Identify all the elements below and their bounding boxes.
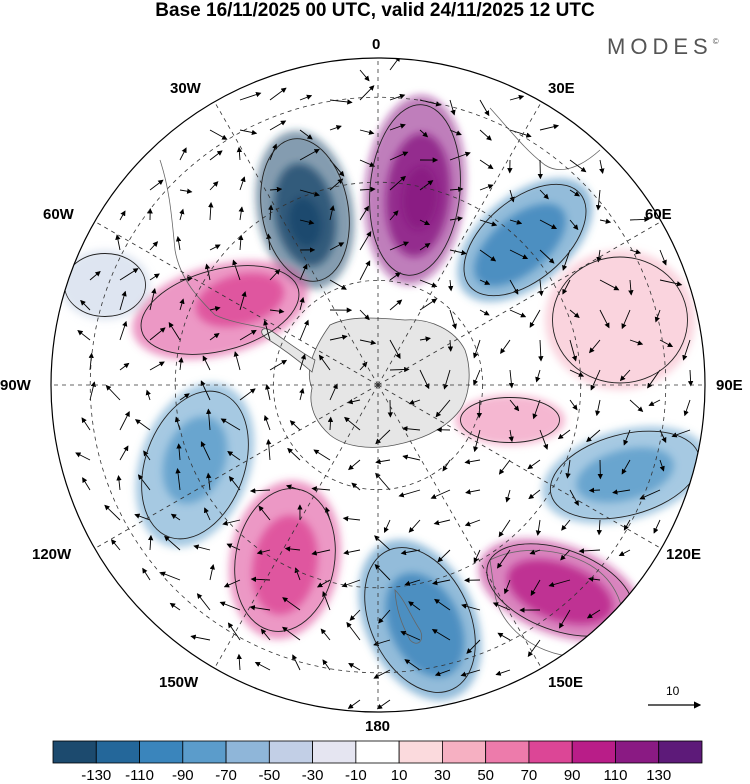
lon-label-60w: 60W bbox=[43, 206, 74, 223]
lon-label-30w: 30W bbox=[170, 80, 201, 97]
colorbar-swatch bbox=[356, 741, 399, 763]
lon-label-0: 0 bbox=[372, 36, 380, 53]
colorbar-swatch bbox=[226, 741, 269, 763]
lon-label-180: 180 bbox=[365, 718, 390, 735]
colorbar-swatch bbox=[183, 741, 226, 763]
colorbar-swatch bbox=[572, 741, 615, 763]
colorbar-swatch bbox=[659, 741, 702, 763]
colorbar-tick-label: -30 bbox=[302, 767, 324, 784]
lon-label-30e: 30E bbox=[548, 80, 575, 97]
colorbar-swatch bbox=[140, 741, 183, 763]
colorbar-tick-label: 110 bbox=[603, 767, 627, 784]
wind-arrow bbox=[590, 490, 600, 491]
colorbar-tick-label: -110 bbox=[125, 767, 154, 784]
colorbar-tick-label: -70 bbox=[215, 767, 237, 784]
colorbar-swatch bbox=[442, 741, 485, 763]
lon-label-150e: 150E bbox=[548, 674, 583, 691]
colorbar-swatch bbox=[529, 741, 572, 763]
colorbar-swatch bbox=[269, 741, 312, 763]
colorbar-tick-label: -10 bbox=[345, 767, 367, 784]
lon-label-120e: 120E bbox=[666, 546, 701, 563]
colorbar-tick-label: 30 bbox=[434, 767, 451, 784]
lon-label-90e: 90E bbox=[716, 377, 743, 394]
colorbar-tick-label: -50 bbox=[258, 767, 280, 784]
reference-vector-label: 10 bbox=[666, 684, 679, 698]
lon-label-120w: 120W bbox=[32, 546, 71, 563]
colorbar-tick-label: -130 bbox=[81, 767, 111, 784]
lon-label-150w: 150W bbox=[159, 674, 198, 691]
colorbar-tick-label: 70 bbox=[521, 767, 538, 784]
anomaly-high-ring-east bbox=[455, 395, 565, 445]
colorbar-swatch bbox=[53, 741, 96, 763]
lon-label-90w: 90W bbox=[0, 377, 31, 394]
colorbar-tick-label: 130 bbox=[646, 767, 671, 784]
lon-label-60e: 60E bbox=[645, 206, 672, 223]
colorbar-tick-label: -90 bbox=[172, 767, 194, 784]
colorbar-swatch bbox=[96, 741, 139, 763]
colorbar-tick-label: 50 bbox=[477, 767, 494, 784]
colorbar-swatch bbox=[615, 741, 658, 763]
colorbar-swatch bbox=[399, 741, 442, 763]
colorbar bbox=[53, 741, 702, 763]
map-disk bbox=[40, 50, 720, 730]
anomaly-high-east bbox=[545, 250, 695, 390]
anomaly-low-far-west bbox=[60, 250, 150, 320]
colorbar-swatch bbox=[486, 741, 529, 763]
colorbar-swatch bbox=[313, 741, 356, 763]
colorbar-tick-label: 10 bbox=[391, 767, 408, 784]
colorbar-tick-label: 90 bbox=[564, 767, 581, 784]
